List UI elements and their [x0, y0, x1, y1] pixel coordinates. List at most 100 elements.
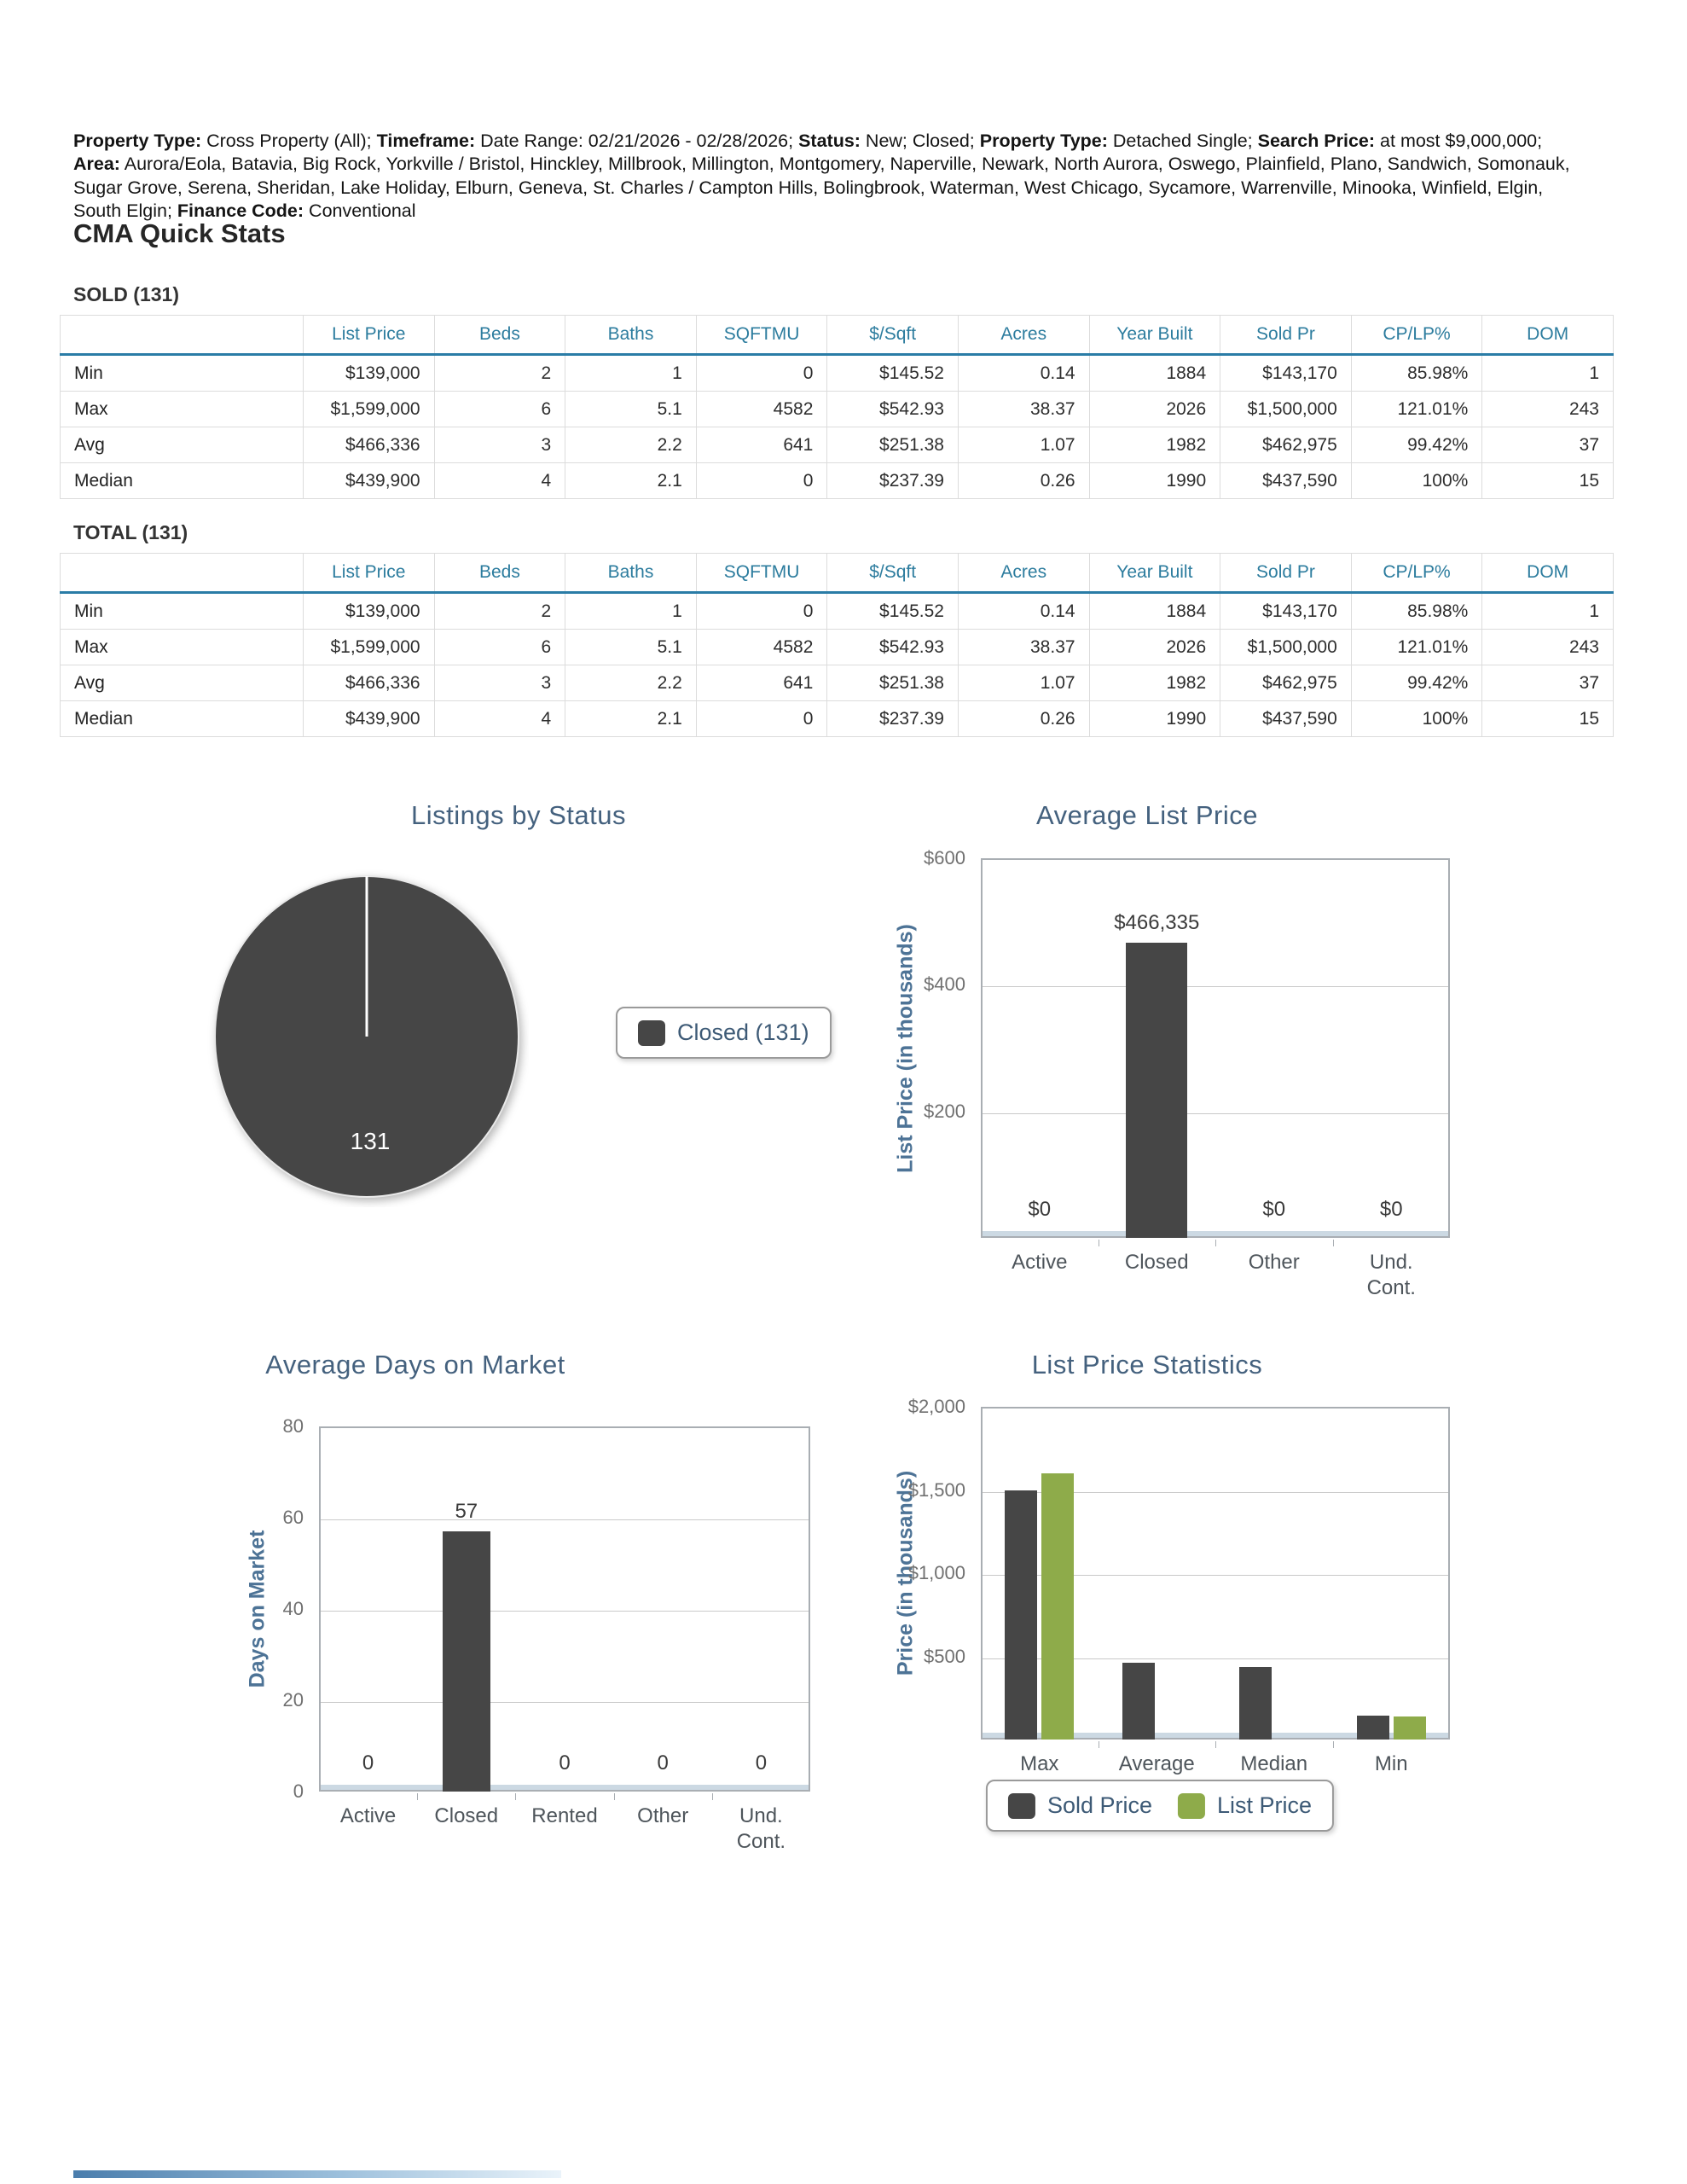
row-label: Max: [60, 391, 304, 427]
table-cell: 6: [433, 391, 566, 427]
legend-item: Closed (131): [638, 1019, 809, 1046]
table-cell: $466,336: [303, 665, 435, 701]
table-cell: $462,975: [1220, 427, 1352, 463]
row-label: Median: [60, 462, 304, 499]
table-cell: $1,500,000: [1220, 629, 1352, 665]
stats-table: List Price Beds Baths SQFTMU $/Sqft Acres Year…: [60, 553, 1614, 737]
table-cell: 243: [1481, 391, 1614, 427]
table-cell: 85.98%: [1350, 354, 1483, 392]
bar-median-sold-price: [1239, 1666, 1272, 1740]
table-cell: $139,000: [303, 592, 435, 630]
pie-slice-value-label: 131: [350, 1128, 391, 1154]
table-cell: 121.01%: [1350, 391, 1483, 427]
table-cell: 2.1: [565, 462, 697, 499]
table-cell: 6: [433, 629, 566, 665]
table-cell: 100%: [1350, 462, 1483, 499]
column-header: Baths: [565, 553, 697, 594]
column-header: Year Built: [1088, 553, 1221, 594]
table-cell: $251.38: [826, 665, 959, 701]
stats-tables-section: SOLD (131) List Price Beds Baths SQFTMU $/Sqf…: [60, 283, 1614, 759]
column-header: List Price: [303, 315, 435, 356]
legend-label: Sold Price: [1046, 1792, 1153, 1818]
gridline: [983, 1491, 1448, 1493]
plot-area: [981, 858, 1450, 1238]
row-label: Min: [60, 354, 304, 392]
criteria-label: Search Price:: [1257, 130, 1376, 151]
table-cell: 1: [565, 354, 697, 392]
table-cell: 0.14: [957, 592, 1090, 630]
table-cell: $143,170: [1220, 354, 1352, 392]
legend-swatch-icon: [1178, 1792, 1206, 1819]
table-cell: $139,000: [303, 354, 435, 392]
table-cell: $145.52: [826, 592, 959, 630]
column-header: Acres: [957, 315, 1090, 356]
table-cell: $1,599,000: [303, 629, 435, 665]
table-cell: 3: [433, 665, 566, 701]
y-tick-label: $500: [924, 1645, 965, 1667]
table-cell: $143,170: [1220, 592, 1352, 630]
gridline: [321, 1702, 809, 1703]
column-header: $/Sqft: [826, 315, 959, 356]
table-cell: 37: [1481, 427, 1614, 463]
table-cell: 1990: [1088, 700, 1221, 737]
y-tick-label: $200: [924, 1100, 965, 1122]
table-cell: 15: [1481, 462, 1614, 499]
y-tick-label: 0: [293, 1780, 304, 1802]
x-category-label: Closed: [1124, 1251, 1189, 1274]
legend-swatch-icon: [1007, 1792, 1035, 1819]
x-axis-tick: [613, 1793, 615, 1800]
table-row: Median $439,900 4 2.1 0 $237.39 0.26 1990 $437,5…: [60, 700, 1614, 737]
table-row: Max $1,599,000 6 5.1 4582 $542.93 38.37 2026 $1,…: [60, 629, 1614, 665]
table-row: Min $139,000 2 1 0 $145.52 0.14 1884 $143,170 85.…: [60, 592, 1614, 630]
table-cell: 1884: [1088, 592, 1221, 630]
table-cell: 1.07: [957, 427, 1090, 463]
bar-max-list-price: [1041, 1473, 1075, 1740]
table-cell: 4582: [695, 629, 828, 665]
table-cell: $466,336: [303, 427, 435, 463]
chart-legend: Closed (131): [616, 1007, 832, 1059]
gridline: [321, 1519, 809, 1520]
gridline: [983, 1575, 1448, 1576]
corner-cell: [60, 315, 304, 356]
table-cell: 243: [1481, 629, 1614, 665]
table-cell: 2.2: [565, 427, 697, 463]
column-header: Sold Pr: [1220, 553, 1352, 594]
chart-title-list-price-statistics: List Price Statistics: [1031, 1350, 1263, 1380]
x-category-label: Active: [339, 1804, 397, 1827]
bar-value-label: 57: [455, 1500, 478, 1524]
bar-value-label: $0: [1379, 1198, 1403, 1221]
criteria-label: Finance Code:: [177, 200, 304, 221]
y-tick-label: $1,500: [907, 1478, 965, 1501]
criteria-label: Property Type:: [73, 130, 202, 151]
table-cell: 85.98%: [1350, 592, 1483, 630]
y-tick-label: $400: [924, 973, 965, 996]
table-cell: 2: [433, 354, 566, 392]
row-label: Avg: [60, 427, 304, 463]
table-cell: 1: [565, 592, 697, 630]
x-axis-tick: [515, 1793, 517, 1800]
column-header: CP/LP%: [1350, 315, 1483, 356]
page-title: CMA Quick Stats: [73, 218, 286, 248]
column-header: Beds: [433, 315, 566, 356]
bar-closed-average-days-on-market: [442, 1531, 490, 1792]
x-category-label: Closed: [434, 1804, 499, 1827]
bar-value-label: 0: [657, 1751, 669, 1774]
chart-title-listings-by-status: Listings by Status: [411, 800, 626, 830]
x-category-label: Und. Cont.: [736, 1804, 786, 1853]
column-header: DOM: [1481, 315, 1614, 356]
y-tick-label: 40: [282, 1598, 304, 1619]
x-axis-tick: [1332, 1240, 1334, 1246]
gridline: [983, 1112, 1448, 1114]
bar-value-label: 0: [559, 1751, 571, 1774]
column-header: SQFTMU: [695, 315, 828, 356]
legend-label: List Price: [1217, 1792, 1313, 1818]
row-label: Avg: [60, 665, 304, 701]
table-cell: 641: [695, 427, 828, 463]
table-cell: 2.2: [565, 665, 697, 701]
bar-value-label: $0: [1028, 1198, 1052, 1221]
table-row: Avg $466,336 3 2.2 641 $251.38 1.07 1982 $462,97…: [60, 665, 1614, 701]
table-row: Min $139,000 2 1 0 $145.52 0.14 1884 $143,170 85.…: [60, 354, 1614, 392]
column-header: Year Built: [1088, 315, 1221, 356]
table-cell: 0.26: [957, 700, 1090, 737]
table-cell: 0: [695, 354, 828, 392]
